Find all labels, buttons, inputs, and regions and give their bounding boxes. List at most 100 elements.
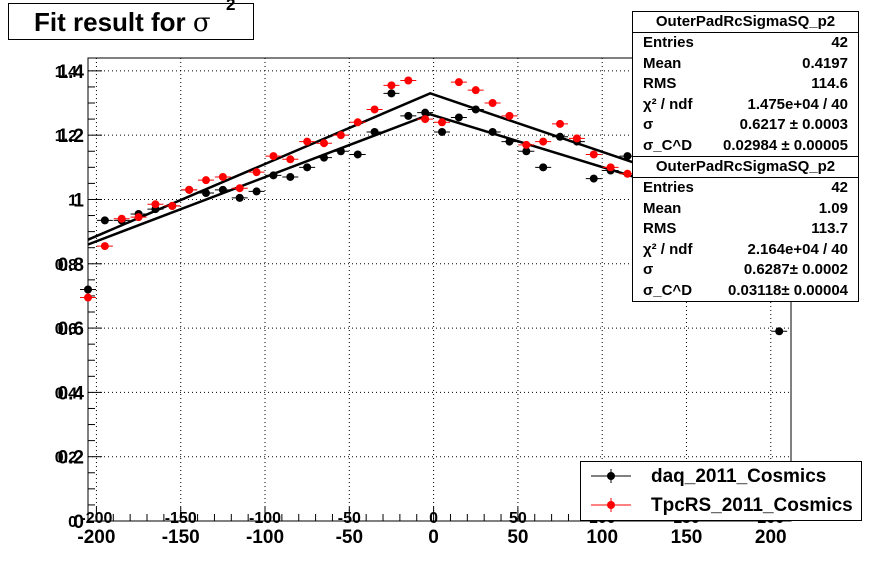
stat-box-title: OuterPadRcSigmaSQ_p2 <box>633 157 858 178</box>
stat-value: 114.6 <box>811 75 848 92</box>
data-point-tpcrs-2011-cosmics <box>484 99 501 108</box>
stat-value: 0.6287± 0.0002 <box>743 261 848 278</box>
data-point-tpcrs-2011-cosmics <box>214 172 231 181</box>
data-point-daq-2011-cosmics <box>349 150 366 159</box>
data-point-tpcrs-2011-cosmics <box>552 119 569 128</box>
stat-label: σ_C^D <box>643 281 693 299</box>
marker <box>218 172 227 181</box>
data-point-tpcrs-2011-cosmics <box>585 150 602 159</box>
data-point-daq-2011-cosmics <box>552 132 569 141</box>
data-point-tpcrs-2011-cosmics <box>181 185 198 194</box>
marker <box>202 176 211 185</box>
data-point-daq-2011-cosmics <box>198 189 215 198</box>
data-point-tpcrs-2011-cosmics <box>349 118 366 127</box>
stat-box-daq: OuterPadRcSigmaSQ_p2 Entries 42 Mean 0.419… <box>632 11 859 157</box>
marker <box>303 137 312 146</box>
marker <box>218 185 227 194</box>
data-point-daq-2011-cosmics <box>484 127 501 136</box>
stat-label: Mean <box>643 54 682 72</box>
x-tick-label: -150 <box>162 527 200 548</box>
marker <box>336 147 345 156</box>
stat-label: σ <box>643 116 654 133</box>
data-point-tpcrs-2011-cosmics <box>113 214 130 223</box>
stat-box-tpcrs: OuterPadRcSigmaSQ_p2 Entries 42 Mean 1.09 … <box>632 156 859 302</box>
marker <box>404 111 413 120</box>
y-tick-label: 1.2 <box>58 126 84 147</box>
data-point-tpcrs-2011-cosmics <box>316 139 333 148</box>
y-tick-label-inner: 1 <box>68 192 77 209</box>
x-tick-label: 0 <box>428 527 439 548</box>
marker <box>623 152 632 161</box>
data-point-tpcrs-2011-cosmics <box>96 242 113 251</box>
x-tick-label: 50 <box>507 527 528 548</box>
x-tick-label-inner: 0 <box>429 510 438 527</box>
y-tick-label-inner: 1.4 <box>55 64 77 81</box>
stat-label: χ² / ndf <box>643 240 693 258</box>
y-tick-label-inner: 0 <box>68 514 77 531</box>
y-tick-label: 0.6 <box>58 319 84 340</box>
data-point-daq-2011-cosmics <box>417 108 434 117</box>
marker <box>539 137 548 146</box>
y-tick-label-inner: 1.2 <box>55 128 77 145</box>
data-point-daq-2011-cosmics <box>214 185 231 194</box>
data-point-daq-2011-cosmics <box>96 216 113 225</box>
data-point-daq-2011-cosmics <box>383 89 400 98</box>
y-tick-label: 1.4 <box>58 62 85 83</box>
marker <box>353 150 362 159</box>
chart-title-box: Fit result for σ 2 <box>8 0 254 40</box>
marker <box>269 171 278 180</box>
x-tick-label: -200 <box>77 527 115 548</box>
stat-label: RMS <box>643 220 677 237</box>
marker <box>454 78 463 87</box>
data-point-daq-2011-cosmics <box>518 147 535 156</box>
marker <box>589 174 598 183</box>
stat-label: Entries <box>643 179 694 196</box>
marker <box>370 105 379 114</box>
stat-value: 0.03118± 0.00004 <box>727 281 848 299</box>
legend-marker-daq <box>591 469 631 483</box>
marker <box>235 184 244 193</box>
marker <box>572 134 581 143</box>
data-point-tpcrs-2011-cosmics <box>568 134 585 143</box>
data-point-daq-2011-cosmics <box>366 127 383 136</box>
marker <box>421 108 430 117</box>
legend-entry-daq: daq_2011_Cosmics <box>581 462 861 491</box>
legend-label-daq: daq_2011_Cosmics <box>651 466 827 487</box>
data-point-tpcrs-2011-cosmics <box>518 140 535 149</box>
marker <box>252 187 261 196</box>
x-tick-label-inner: -100 <box>249 510 281 527</box>
marker <box>235 193 244 202</box>
marker <box>623 169 632 178</box>
x-tick-label: -100 <box>246 527 284 548</box>
stat-label: σ <box>643 261 654 278</box>
data-point-tpcrs-2011-cosmics <box>164 201 181 210</box>
stat-value: 0.02984 ± 0.00005 <box>722 136 848 154</box>
data-point-tpcrs-2011-cosmics <box>282 155 299 164</box>
data-point-tpcrs-2011-cosmics <box>535 137 552 146</box>
x-tick-label: 200 <box>755 527 787 548</box>
data-point-tpcrs-2011-cosmics <box>450 78 467 87</box>
x-tick-label-inner: 50 <box>509 510 527 527</box>
data-point-daq-2011-cosmics <box>501 137 518 146</box>
data-point-daq-2011-cosmics <box>467 105 484 114</box>
y-tick-label-inner: 0.2 <box>55 450 77 467</box>
data-point-tpcrs-2011-cosmics <box>248 168 265 177</box>
marker <box>522 147 531 156</box>
data-point-tpcrs-2011-cosmics <box>80 293 96 302</box>
marker <box>488 99 497 108</box>
data-point-tpcrs-2011-cosmics <box>265 152 282 161</box>
data-point-tpcrs-2011-cosmics <box>400 76 417 85</box>
data-point-daq-2011-cosmics <box>434 127 451 136</box>
stat-label: Mean <box>643 199 682 217</box>
marker <box>421 115 430 124</box>
marker <box>303 163 312 172</box>
chart-legend: daq_2011_Cosmics TpcRS_2011_Cosmics <box>580 461 862 521</box>
legend-label-tpcrs: TpcRS_2011_Cosmics <box>651 495 853 516</box>
marker <box>471 105 480 114</box>
marker <box>387 89 396 98</box>
data-point-tpcrs-2011-cosmics <box>366 105 383 114</box>
marker <box>522 140 531 149</box>
marker <box>539 163 548 172</box>
stat-value: 1.475e+04 / 40 <box>747 95 848 113</box>
marker <box>556 119 565 128</box>
